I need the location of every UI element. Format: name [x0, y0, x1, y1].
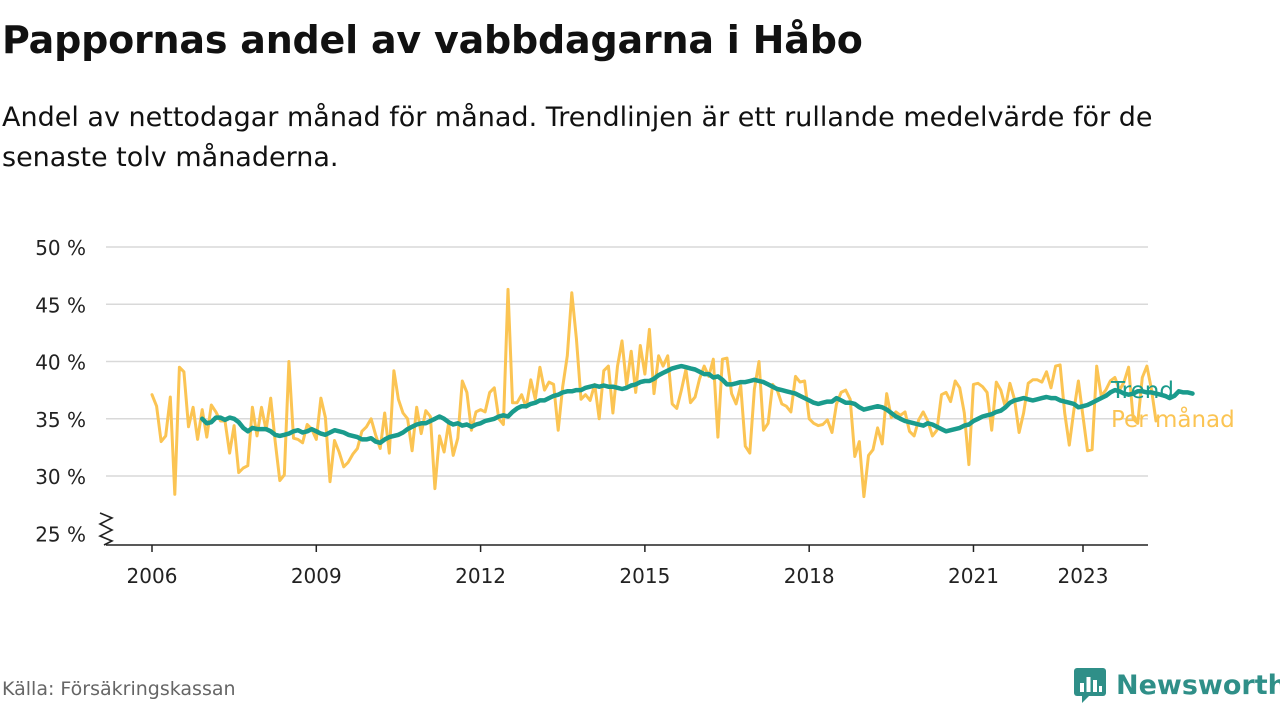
x-tick-label: 2018 — [784, 564, 835, 588]
x-tick-label: 2009 — [291, 564, 342, 588]
x-tick-label: 2021 — [948, 564, 999, 588]
page-title: Pappornas andel av vabbdagarna i Håbo — [2, 18, 863, 62]
brand-name: Newsworthy — [1116, 669, 1280, 701]
y-tick-label: 45 % — [35, 293, 86, 317]
monthly-series-line — [150, 287, 1158, 499]
y-tick-label: 30 % — [35, 465, 86, 489]
page-subtitle: Andel av nettodagar månad för månad. Tre… — [2, 102, 1153, 173]
x-tick-label: 2023 — [1058, 564, 1109, 588]
x-tick-label: 2012 — [455, 564, 506, 588]
y-tick-label: 25 % — [35, 522, 86, 546]
x-axis-tick-labels: 2006 2009 2012 2015 2018 2021 2023 — [127, 564, 1109, 588]
trend-series-label: Trend — [1110, 378, 1174, 404]
gridlines — [106, 246, 1148, 477]
trend-series-line — [199, 363, 1195, 446]
series-lines — [150, 287, 1195, 499]
y-axis-tick-labels: 25 % 30 % 35 % 40 % 45 % 50 % — [35, 236, 86, 546]
brand-logo: Newsworthy — [1072, 664, 1280, 706]
x-tick-label: 2015 — [619, 564, 670, 588]
y-tick-label: 35 % — [35, 408, 86, 432]
y-axis-break-mark — [98, 512, 114, 546]
y-tick-label: 40 % — [35, 351, 86, 375]
source-note: Källa: Försäkringskassan — [2, 678, 236, 700]
monthly-series-label: Per månad — [1111, 405, 1235, 433]
y-tick-label: 50 % — [35, 236, 86, 260]
newsworthy-logo-icon — [1074, 668, 1106, 703]
x-tick-label: 2006 — [127, 564, 178, 588]
x-axis — [98, 512, 1148, 552]
